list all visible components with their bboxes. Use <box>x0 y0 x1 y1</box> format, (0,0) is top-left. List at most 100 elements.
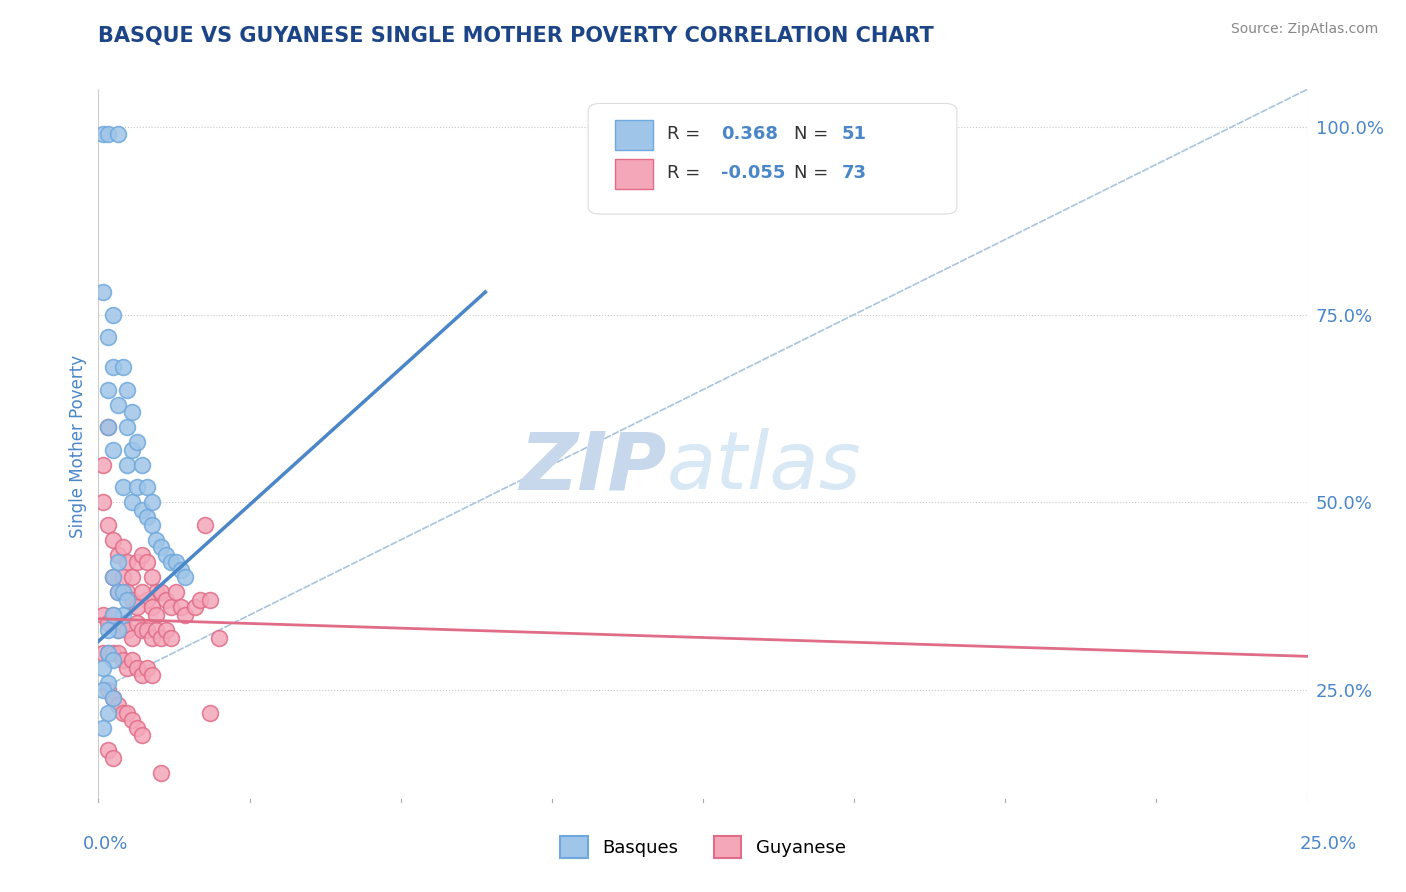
Point <box>97 646 120 660</box>
Text: -0.055: -0.055 <box>721 164 786 182</box>
Text: atlas: atlas <box>666 428 862 507</box>
Point <box>101 308 124 322</box>
Point <box>97 675 120 690</box>
Point <box>131 585 153 599</box>
Point <box>107 548 129 562</box>
Text: 51: 51 <box>842 125 868 143</box>
Point <box>121 593 143 607</box>
Point <box>91 607 114 622</box>
Point <box>208 631 231 645</box>
Point <box>160 556 183 570</box>
Legend: Basques, Guyanese: Basques, Guyanese <box>553 829 853 865</box>
Point <box>111 570 134 584</box>
Point <box>121 442 143 457</box>
Point <box>117 585 139 599</box>
Point <box>141 495 163 509</box>
Point <box>150 585 173 599</box>
Point <box>97 683 120 698</box>
Point <box>101 690 124 705</box>
Point <box>150 631 173 645</box>
Point <box>117 556 139 570</box>
Point <box>101 442 124 457</box>
Point <box>97 623 120 637</box>
Point <box>107 585 129 599</box>
Text: N =: N = <box>793 125 828 143</box>
Point <box>160 631 183 645</box>
Point <box>111 360 134 375</box>
Point <box>150 541 173 555</box>
Point <box>97 420 120 434</box>
Point <box>91 721 114 735</box>
Point <box>165 556 187 570</box>
Point <box>107 398 129 412</box>
FancyBboxPatch shape <box>588 103 957 214</box>
Y-axis label: Single Mother Poverty: Single Mother Poverty <box>69 354 87 538</box>
Point <box>117 420 139 434</box>
Point <box>91 683 114 698</box>
Text: BASQUE VS GUYANESE SINGLE MOTHER POVERTY CORRELATION CHART: BASQUE VS GUYANESE SINGLE MOTHER POVERTY… <box>98 27 934 46</box>
FancyBboxPatch shape <box>614 120 654 150</box>
Point <box>145 623 167 637</box>
Point <box>135 510 157 524</box>
Point <box>97 743 120 757</box>
Point <box>145 607 167 622</box>
Point <box>131 668 153 682</box>
Point <box>101 750 124 764</box>
Point <box>141 600 163 615</box>
Point <box>111 480 134 494</box>
Point <box>107 556 129 570</box>
Point <box>101 653 124 667</box>
Point <box>141 631 163 645</box>
Point <box>131 548 153 562</box>
Point <box>174 570 197 584</box>
Point <box>111 706 134 720</box>
Point <box>198 593 221 607</box>
Point <box>150 765 173 780</box>
Point <box>131 458 153 472</box>
Point <box>169 563 191 577</box>
Point <box>101 646 124 660</box>
Point <box>165 585 187 599</box>
Point <box>184 600 207 615</box>
Point <box>111 653 134 667</box>
Text: 25.0%: 25.0% <box>1301 835 1357 853</box>
Point <box>141 517 163 532</box>
Point <box>188 593 211 607</box>
Point <box>101 690 124 705</box>
Point <box>135 480 157 494</box>
Point <box>91 458 114 472</box>
Point <box>131 728 153 742</box>
Text: N =: N = <box>793 164 828 182</box>
Point <box>97 706 120 720</box>
Point <box>121 405 143 419</box>
Point <box>91 495 114 509</box>
Point <box>97 646 120 660</box>
Point <box>127 615 149 630</box>
Point <box>101 360 124 375</box>
Point <box>127 480 149 494</box>
Point <box>91 660 114 674</box>
Point <box>117 593 139 607</box>
Point <box>127 556 149 570</box>
Point <box>194 517 217 532</box>
Point <box>111 585 134 599</box>
Point <box>107 623 129 637</box>
Point <box>101 607 124 622</box>
Point <box>91 285 114 299</box>
Point <box>121 631 143 645</box>
Point <box>169 600 191 615</box>
Point <box>127 600 149 615</box>
Point <box>145 585 167 599</box>
Text: R =: R = <box>666 125 700 143</box>
Point <box>107 623 129 637</box>
Point <box>91 128 114 142</box>
Point <box>97 128 120 142</box>
Point <box>141 570 163 584</box>
Point <box>135 556 157 570</box>
Point <box>101 607 124 622</box>
Point <box>97 420 120 434</box>
Text: R =: R = <box>666 164 700 182</box>
Point <box>111 615 134 630</box>
FancyBboxPatch shape <box>614 159 654 189</box>
Point <box>155 593 177 607</box>
